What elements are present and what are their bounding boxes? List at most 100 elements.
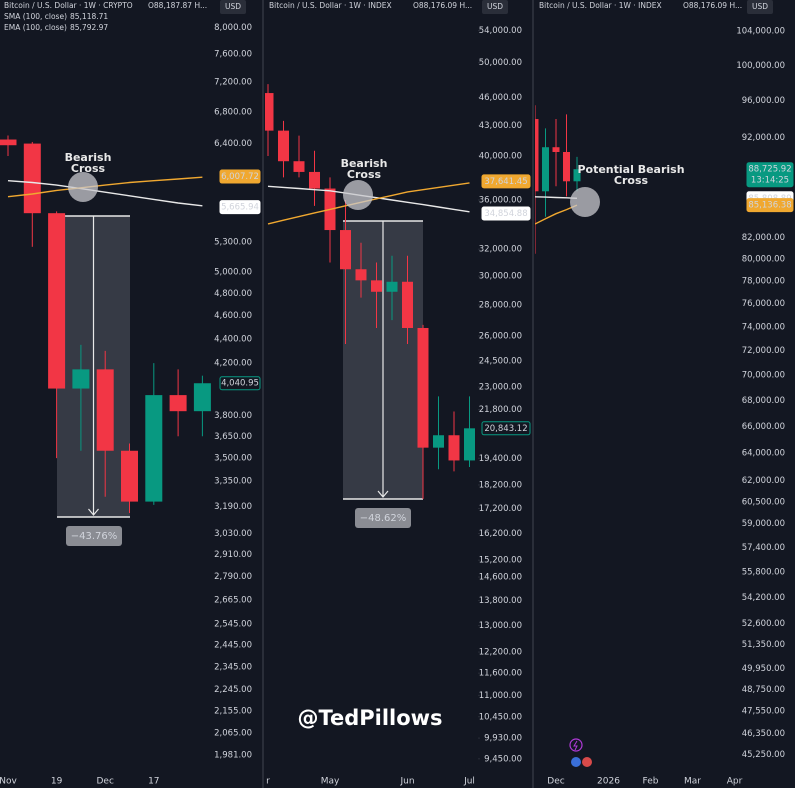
y-tick-label: 68,000.00 — [742, 396, 785, 406]
y-tick-label: 2,245.00 — [214, 685, 252, 695]
candle-body — [278, 130, 289, 162]
y-tick-label: 6,400.00 — [214, 139, 252, 149]
y-tick-label: 92,000.00 — [742, 133, 785, 143]
candle-body — [417, 327, 429, 448]
y-tick-label: 18,200.00 — [479, 480, 522, 490]
candle-body — [121, 450, 138, 502]
y-tick-label: 4,600.00 — [214, 311, 252, 321]
y-tick-label: 8,000.00 — [214, 23, 252, 33]
ohlc-readout: O88,176.09 H... — [413, 1, 472, 10]
y-tick-label: 2,065.00 — [214, 729, 252, 739]
y-tick-label: 3,800.00 — [214, 411, 252, 421]
indicator-label: SMA (100, close) — [4, 12, 67, 21]
symbol-title: Bitcoin / U.S. Dollar · 1W · CRYPTO — [4, 1, 133, 10]
candle-body — [433, 435, 444, 448]
y-tick-label: 72,000.00 — [742, 346, 785, 356]
currency: USD — [225, 2, 241, 11]
y-tick-label: 10,450.00 — [479, 712, 522, 722]
price-label-box — [481, 421, 531, 436]
candle-body — [402, 281, 413, 328]
y-tick-label: 9,450.00 — [484, 754, 522, 764]
measure-label: −43.76% — [71, 531, 118, 542]
price-label-box — [746, 198, 794, 213]
y-tick-label: 26,000.00 — [479, 331, 522, 341]
y-tick-label: 3,030.00 — [214, 529, 252, 539]
currency: USD — [487, 2, 503, 11]
y-tick-label: 19,400.00 — [479, 454, 522, 464]
annotation: Cross — [347, 168, 382, 181]
y-tick-label: 43,000.00 — [479, 121, 522, 131]
y-tick-label: 60,500.00 — [742, 497, 785, 507]
y-tick-label: 17,200.00 — [479, 504, 522, 514]
y-tick-label: 2,790.00 — [214, 572, 252, 582]
y-tick-label: 64,000.00 — [742, 449, 785, 459]
y-tick-label: 7,600.00 — [214, 50, 252, 60]
plot-area — [0, 135, 211, 518]
x-tick-label: Jul — [463, 777, 475, 787]
y-tick-label: 12,200.00 — [479, 648, 522, 658]
y-tick-label: 36,000.00 — [479, 195, 522, 205]
annotation: Bearish — [65, 151, 112, 164]
candle-body — [386, 281, 398, 292]
candle-body — [464, 428, 475, 461]
candle-body — [573, 169, 581, 182]
y-tick-label: 13,000.00 — [479, 621, 522, 631]
candle-body — [23, 143, 41, 214]
candle-body — [169, 395, 187, 412]
y-tick-label: 59,000.00 — [742, 519, 785, 529]
y-tick-label: 13,800.00 — [479, 596, 522, 606]
candle-body — [340, 230, 351, 270]
x-tick-label: 2026 — [597, 777, 620, 787]
price-label: 6,007.72 — [221, 172, 259, 182]
ohlc-readout: O88,176.09 H... — [683, 1, 742, 10]
price-label-box — [219, 376, 261, 391]
price-label-box — [746, 162, 794, 188]
candle-body — [355, 269, 367, 281]
y-tick-label: 6,800.00 — [214, 107, 252, 117]
symbol-title: Bitcoin / U.S. Dollar · 1W · INDEX — [269, 1, 392, 10]
plot-area — [535, 105, 600, 254]
currency-box — [220, 0, 246, 14]
y-tick-label: 70,000.00 — [742, 371, 785, 381]
indicator-line — [7, 180, 203, 207]
measure-label-box — [66, 526, 122, 546]
indicator-value: 85,118.71 — [70, 12, 108, 21]
y-tick-label: 47,550.00 — [742, 707, 785, 717]
annotation: Bearish — [341, 157, 388, 170]
y-tick-label: 2,545.00 — [214, 620, 252, 630]
indicator-line — [535, 204, 578, 225]
y-tick-label: 54,200.00 — [742, 593, 785, 603]
y-tick-label: 7,200.00 — [214, 78, 252, 88]
y-tick-label: 48,750.00 — [742, 685, 785, 695]
measure-label: −48.62% — [360, 513, 407, 524]
x-tick-label: Mar — [684, 777, 701, 787]
indicator-value: 85,792.97 — [70, 23, 108, 32]
countdown: 13:14:25 — [751, 176, 789, 186]
y-tick-label: 2,665.00 — [214, 596, 252, 606]
candle-body — [0, 139, 17, 146]
indicator-line — [7, 176, 203, 198]
y-tick-label: 52,600.00 — [742, 619, 785, 629]
measure-arrowhead — [88, 508, 99, 516]
y-tick-label: 100,000.00 — [736, 61, 785, 71]
y-tick-label: 9,930.00 — [484, 734, 522, 744]
watermark: @TedPillows — [297, 706, 442, 730]
y-tick-label: 50,000.00 — [479, 58, 522, 68]
x-tick-label: Dec — [96, 777, 113, 787]
candle-body — [265, 93, 274, 131]
y-tick-label: 5,000.00 — [214, 268, 252, 278]
y-tick-label: 3,190.00 — [214, 502, 252, 512]
annotation: Cross — [614, 174, 649, 187]
y-tick-label: 2,445.00 — [214, 641, 252, 651]
y-tick-label: 66,000.00 — [742, 422, 785, 432]
candle-body — [371, 280, 382, 292]
candle-body — [542, 147, 549, 192]
y-tick-label: 45,250.00 — [742, 750, 785, 760]
price-label: 5,665.94 — [221, 203, 259, 213]
y-tick-label: 46,000.00 — [479, 93, 522, 103]
plot-area — [265, 84, 475, 500]
x-tick-label: 17 — [148, 777, 159, 787]
candle-body — [293, 161, 305, 172]
cross-marker — [68, 172, 98, 202]
candle-body — [72, 369, 90, 389]
